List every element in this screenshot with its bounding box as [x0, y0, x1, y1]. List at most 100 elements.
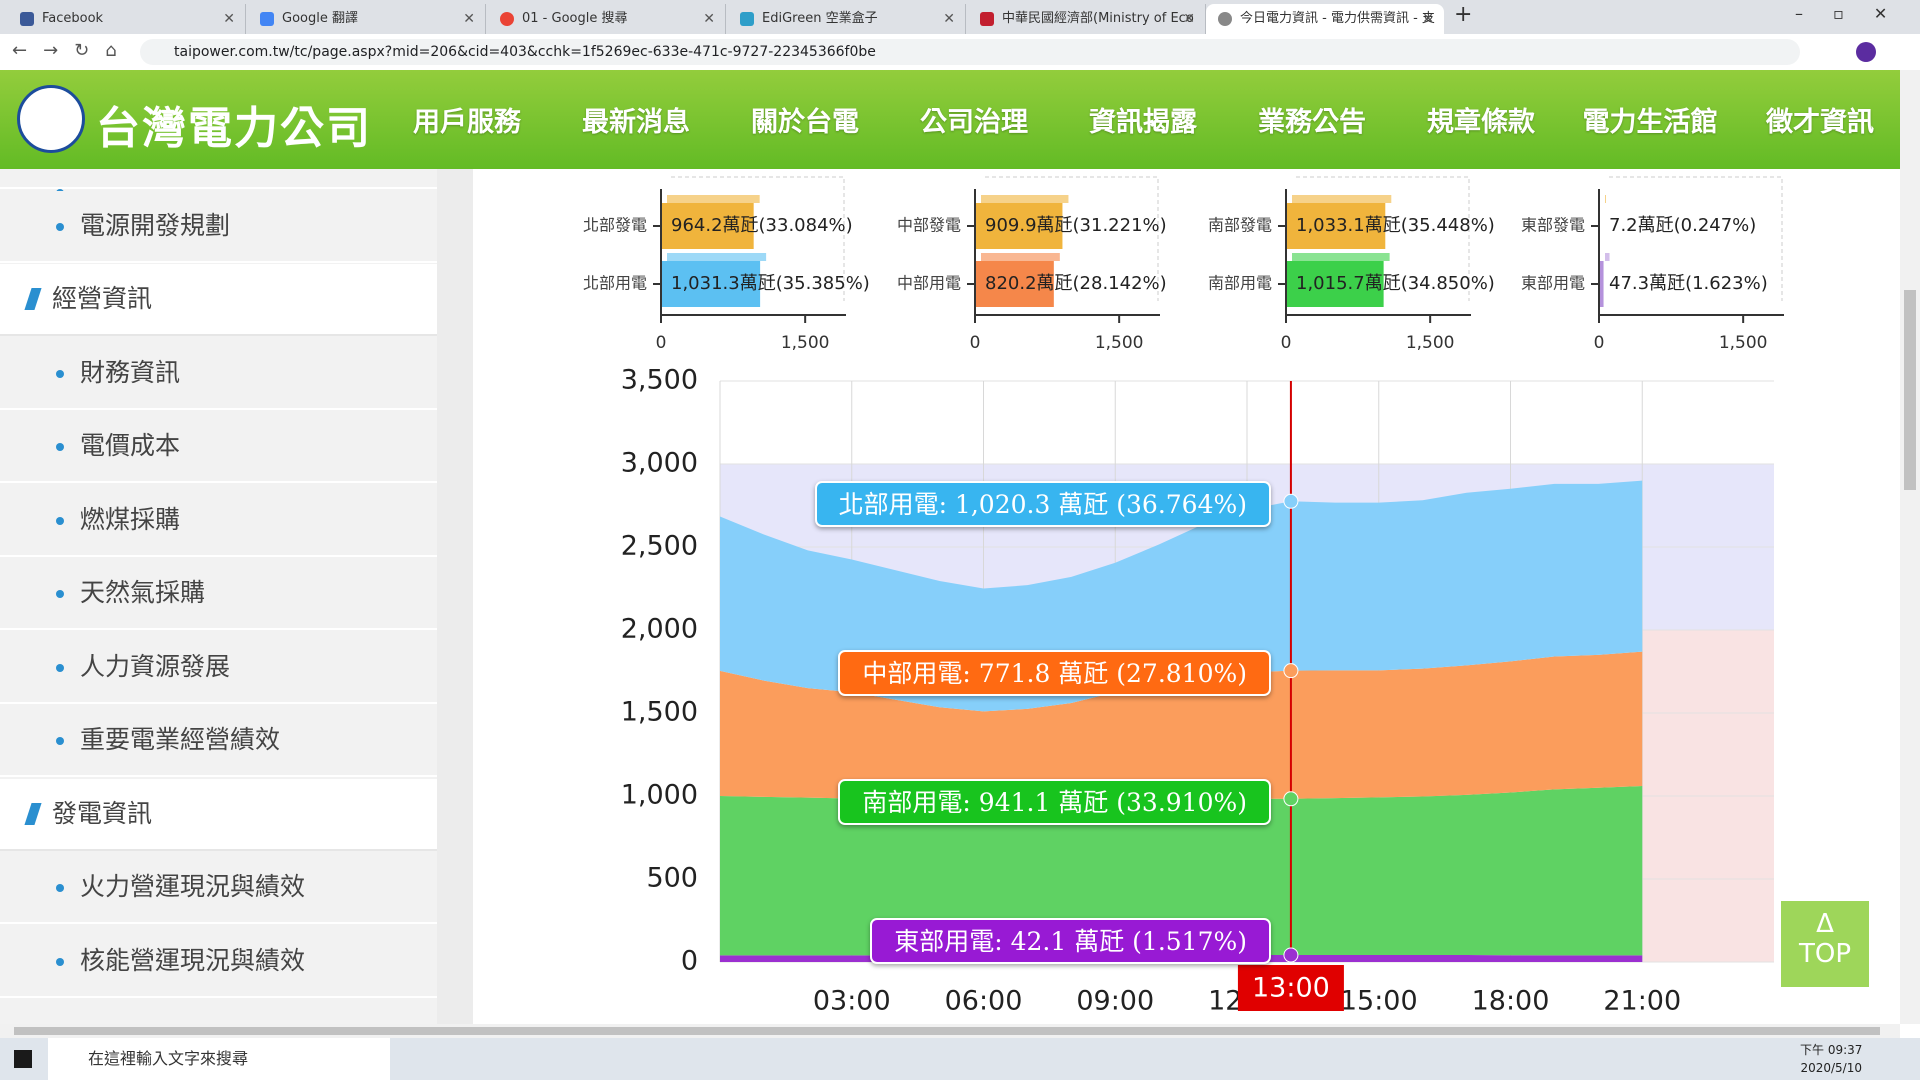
tooltip: 北部用電: 1,020.3 萬瓩 (36.764%) — [814, 481, 1271, 527]
logo[interactable] — [17, 85, 85, 153]
category-label: 中部用電 — [897, 274, 961, 293]
sidebar-item[interactable]: 天然氣採購 — [0, 558, 437, 630]
bar — [1286, 203, 1386, 249]
tooltip: 東部用電: 42.1 萬瓩 (1.517%) — [870, 918, 1271, 964]
value-label: 964.2萬瓩(33.084%) — [671, 215, 853, 236]
sidebar: 電源開發規劃 經營資訊 財務資訊 電價成本 燃煤採購 天然氣採購 人力資源發展 … — [0, 169, 437, 1024]
category-label: 東部用電 — [1521, 274, 1585, 293]
nav-item[interactable]: 徵才資訊 — [1766, 107, 1874, 138]
area — [720, 786, 1643, 956]
site-header: 台灣電力公司 用戶服務 最新消息 關於台電 公司治理 資訊揭露 業務公告 規章條… — [0, 70, 1920, 187]
nav-item[interactable]: 業務公告 — [1258, 107, 1366, 138]
top-icon: Δ — [1816, 909, 1834, 939]
nav-item[interactable]: 用戶服務 — [413, 107, 521, 138]
sidebar-item[interactable]: 電源開發規劃 — [0, 191, 437, 263]
nav-item[interactable]: 關於台電 — [751, 107, 859, 138]
frame — [1296, 176, 1470, 301]
nav-item[interactable]: 最新消息 — [582, 107, 690, 138]
x-tick-label: 09:00 — [1076, 986, 1154, 1017]
y-tick-label: 0 — [681, 946, 698, 977]
category-label: 南部發電 — [1208, 216, 1272, 235]
profile[interactable] — [1856, 42, 1876, 62]
value-label: 820.2萬瓩(28.142%) — [985, 273, 1167, 294]
y-tick-label: 1,500 — [621, 697, 698, 728]
scroll-top-button[interactable]: Δ TOP — [1781, 901, 1869, 987]
nav-item[interactable]: 規章條款 — [1427, 107, 1535, 138]
clock[interactable]: 下午 09:37 2020/5/10 — [1800, 1041, 1862, 1077]
y-tick-label: 2,000 — [621, 614, 698, 645]
bar-top — [667, 253, 767, 261]
tab-title: Facebook — [42, 11, 104, 26]
bar-top — [981, 253, 1060, 261]
sidebar-item[interactable]: 人力資源發展 — [0, 632, 437, 704]
tab-title: EdiGreen 空業盒子 — [762, 11, 878, 26]
cursor-dot — [1283, 493, 1299, 509]
x-tick-label: 06:00 — [945, 986, 1023, 1017]
tab[interactable]: Google 翻譯 ✕ — [248, 4, 486, 34]
start-button[interactable] — [14, 1050, 32, 1068]
tab[interactable]: Facebook ✕ — [8, 4, 246, 34]
frame — [1609, 176, 1783, 301]
area — [720, 651, 1643, 801]
x-tick-label: 0 — [656, 333, 667, 353]
bar-top — [1292, 195, 1392, 203]
bar — [661, 261, 761, 307]
x-tick-label: 03:00 — [813, 986, 891, 1017]
address-bar: ←→↻⌂ taipower.com.tw/tc/page.aspx?mid=20… — [0, 34, 1920, 71]
category-label: 北部發電 — [583, 216, 647, 235]
sidebar-heading[interactable]: 經營資訊 — [0, 264, 437, 336]
sidebar-item[interactable]: 重要電業經營績效 — [0, 705, 437, 777]
category-label: 北部用電 — [583, 274, 647, 293]
tab[interactable]: EdiGreen 空業盒子 ✕ — [728, 4, 966, 34]
cursor-label-box — [1237, 965, 1344, 1011]
value-label: 909.9萬瓩(31.221%) — [985, 215, 1167, 236]
value-label: 1,031.3萬瓩(35.385%) — [671, 273, 870, 294]
cursor-dot — [1283, 663, 1299, 679]
sidebar-item[interactable]: 燃煤採購 — [0, 485, 437, 557]
date: 2020/5/10 — [1800, 1061, 1862, 1075]
cursor-label: 13:00 — [1252, 973, 1330, 1004]
vertical-scrollbar[interactable] — [1900, 70, 1920, 1024]
sidebar-item[interactable]: 電價成本 — [0, 411, 437, 483]
sidebar-item[interactable]: 核能營運現況與績效 — [0, 926, 437, 998]
y-tick-label: 3,000 — [621, 448, 698, 479]
nav-item[interactable]: 資訊揭露 — [1089, 107, 1197, 138]
tab[interactable]: 中華民國經濟部(Ministry of Eco ✕ — [968, 4, 1206, 34]
category-label: 東部發電 — [1521, 216, 1585, 235]
sidebar-heading[interactable]: 發電資訊 — [0, 779, 437, 851]
tooltip: 中部用電: 771.8 萬瓩 (27.810%) — [838, 650, 1271, 696]
category-label: 中部發電 — [897, 216, 961, 235]
x-tick-label: 0 — [1281, 333, 1292, 353]
tab-title: 01 - Google 搜尋 — [522, 11, 628, 26]
nav-buttons[interactable]: ←→↻⌂ — [12, 40, 133, 61]
x-tick-label: 1,500 — [781, 333, 830, 353]
nav-item[interactable]: 公司治理 — [920, 107, 1028, 138]
bar — [975, 261, 1054, 307]
nav-item[interactable]: 電力生活館 — [1582, 107, 1718, 138]
tab[interactable]: 今日電力資訊 - 電力供需資訊 - 支 ✕ — [1206, 4, 1444, 34]
frame — [985, 176, 1159, 301]
sidebar-item[interactable]: 火力營運現況與績效 — [0, 852, 437, 924]
bar — [1286, 261, 1384, 307]
url[interactable]: taipower.com.tw/tc/page.aspx?mid=206&cid… — [140, 39, 1800, 65]
x-tick-label: 15:00 — [1340, 986, 1418, 1017]
tab[interactable]: 01 - Google 搜尋 ✕ — [488, 4, 726, 34]
tab-title: 中華民國經濟部(Ministry of Eco — [1002, 11, 1194, 26]
y-tick-label: 3,500 — [621, 365, 698, 396]
tab-title: 今日電力資訊 - 電力供需資訊 - 支 — [1240, 11, 1435, 26]
x-tick-label: 0 — [970, 333, 981, 353]
sidebar-item[interactable]: 財務資訊 — [0, 338, 437, 410]
logo-text[interactable]: 台灣電力公司 — [96, 103, 372, 154]
horizontal-scrollbar[interactable] — [0, 1024, 1900, 1038]
charts: 北部發電 964.2萬瓩(33.084%) 北部用電 1,031.3萬瓩(35.385… — [583, 176, 1784, 1017]
x-tick-label: 18:00 — [1472, 986, 1550, 1017]
y-tick-label: 500 — [646, 863, 698, 894]
new-tab[interactable]: + — [1454, 2, 1473, 27]
bar-top — [667, 195, 760, 203]
x-tick-label: 1,500 — [1406, 333, 1455, 353]
value-label: 7.2萬瓩(0.247%) — [1609, 215, 1756, 236]
taskbar-search[interactable]: 在這裡輸入文字來搜尋 — [48, 1038, 390, 1080]
bar — [1599, 261, 1604, 307]
window-controls[interactable]: –▫✕ — [1795, 4, 1918, 23]
